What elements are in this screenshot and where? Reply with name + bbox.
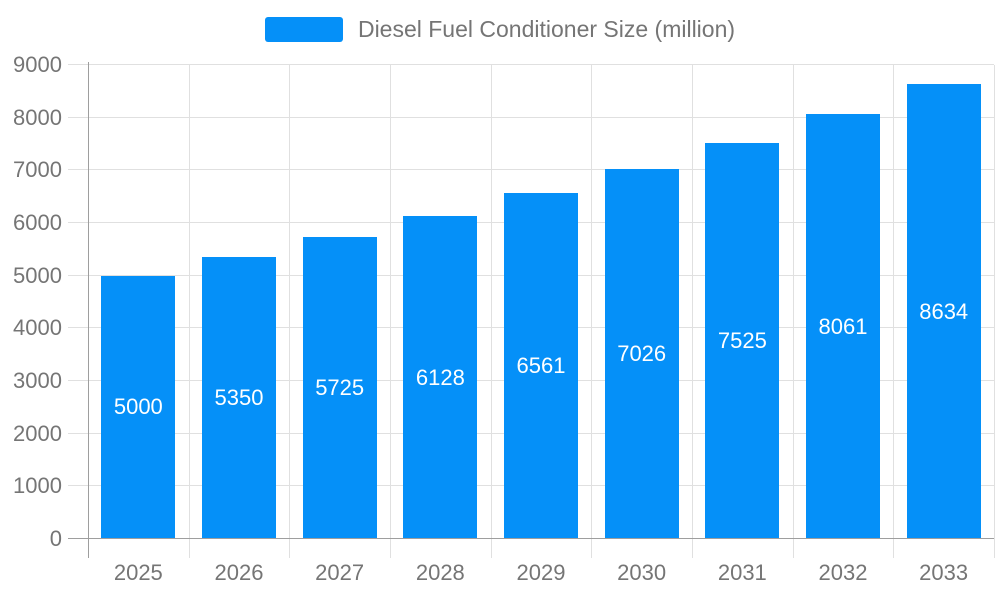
y-tick-label: 9000: [13, 52, 62, 77]
x-tick-label: 2026: [214, 560, 264, 585]
bar-value-label: 8634: [919, 298, 969, 324]
v-gridline: [591, 65, 593, 558]
bar-value-label: 5350: [214, 385, 264, 411]
bar-value-label: 8061: [818, 313, 868, 339]
v-gridline: [289, 65, 291, 558]
h-gridline: [68, 116, 994, 118]
legend-swatch-icon: [264, 17, 343, 42]
x-tick-label: 2033: [919, 560, 969, 585]
bar-value-label: 5725: [315, 375, 365, 401]
x-tick-label: 2032: [818, 560, 868, 585]
plot-area: 5000 5350 5725 6128 6561 7026 7525 8061 8634 0 10…: [13, 54, 995, 584]
v-gridline: [792, 65, 794, 558]
x-tick-label: 2027: [315, 560, 365, 585]
bar-value-label: 6561: [516, 353, 566, 379]
v-gridline: [691, 65, 693, 558]
bar-cell: 5725: [289, 65, 390, 539]
x-tick-label: 2029: [516, 560, 566, 585]
bar-2029[interactable]: 6561: [504, 193, 579, 539]
y-tick-label: 6000: [13, 209, 62, 235]
v-gridline: [389, 65, 391, 558]
y-tick-label: 5000: [13, 262, 62, 288]
bar-2030[interactable]: 7026: [604, 168, 679, 539]
y-tick-label: 2000: [13, 420, 62, 446]
bar-2031[interactable]: 7525: [705, 142, 780, 539]
bar-2033[interactable]: 8634: [906, 84, 981, 539]
y-tick-label: 3000: [13, 367, 62, 393]
bar-value-label: 6128: [415, 364, 465, 390]
x-tick-label: 2030: [617, 560, 667, 585]
y-tick-label: 1000: [13, 473, 62, 499]
bar-2027[interactable]: 5725: [302, 237, 377, 539]
y-tick-label: 7000: [13, 157, 62, 183]
bar-cell: 6561: [491, 65, 592, 539]
bar-2028[interactable]: 6128: [403, 216, 478, 539]
bar-value-label: 7026: [617, 340, 667, 366]
x-tick-label: 2025: [113, 560, 163, 585]
bar-2025[interactable]: 5000: [101, 275, 176, 539]
bar-cell: 7026: [591, 65, 692, 539]
bar-2026[interactable]: 5350: [202, 257, 276, 539]
v-gridline: [994, 65, 995, 558]
v-gridline: [188, 65, 190, 558]
h-gridline: [68, 64, 994, 65]
v-gridline: [893, 65, 895, 558]
y-tick-label: 8000: [13, 104, 62, 130]
bar-cell: 8634: [893, 65, 994, 539]
h-gridline: [68, 169, 994, 171]
bar-cell: 8061: [793, 65, 894, 539]
legend-item[interactable]: Diesel Fuel Conditioner Size (million): [0, 17, 1000, 42]
bar-value-label: 7525: [717, 327, 767, 353]
bar-cell: 7525: [692, 65, 793, 539]
bar-cell: 5350: [189, 65, 290, 539]
y-tick-label: 0: [49, 526, 62, 551]
y-tick-label: 4000: [13, 315, 62, 341]
x-tick-label: 2031: [717, 560, 767, 585]
legend-label: Diesel Fuel Conditioner Size (million): [357, 16, 736, 42]
x-tick-label: 2028: [415, 560, 465, 585]
bar-cell: 6128: [390, 65, 491, 539]
bar-cell: 5000: [88, 65, 189, 539]
v-gridline: [490, 65, 492, 558]
y-axis-line: [88, 62, 89, 558]
bar-value-label: 5000: [113, 394, 163, 420]
x-axis-line: [68, 538, 994, 539]
bar-series: 5000 5350 5725 6128 6561 7026 7525 8061 8634: [88, 65, 994, 539]
bar-2032[interactable]: 8061: [806, 114, 881, 539]
